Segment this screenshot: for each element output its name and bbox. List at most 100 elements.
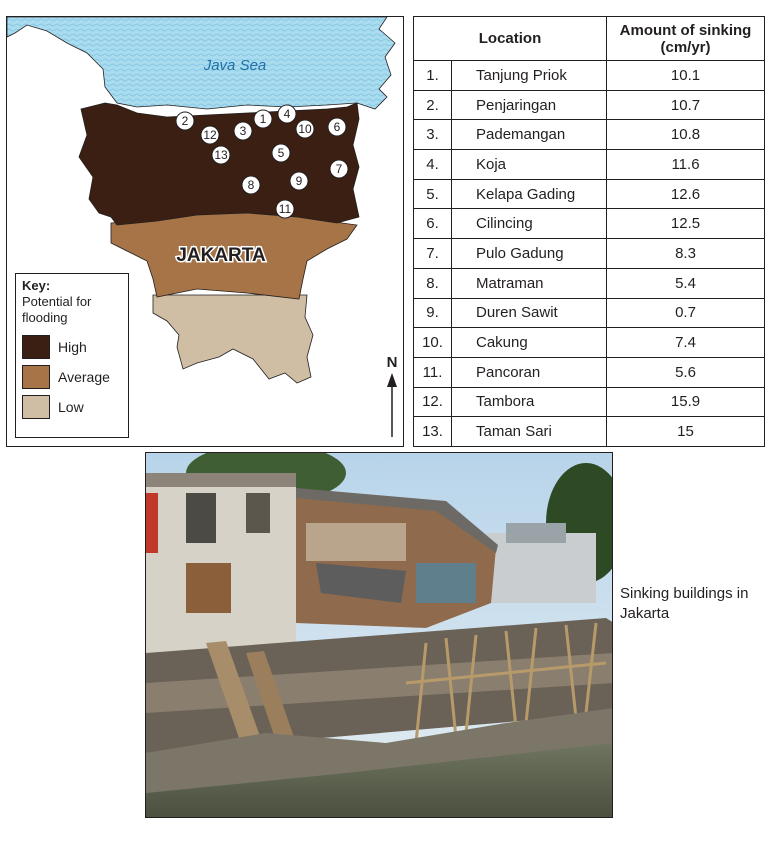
table-header-row: Location Amount of sinking (cm/yr)	[413, 16, 765, 61]
row-location: Pulo Gadung	[451, 238, 607, 269]
jakarta-label: JAKARTA	[176, 245, 266, 266]
marker-4: 4	[277, 104, 297, 124]
key-item-high: High	[22, 332, 122, 362]
north-arrow: N	[387, 354, 398, 437]
map-panel: Java Sea JAKARTA 1 2 3 4 5 6 7 8 9 10 11…	[6, 16, 404, 447]
marker-12-label: 12	[203, 128, 217, 142]
marker-11-label: 11	[279, 202, 292, 216]
marker-10: 10	[295, 119, 315, 139]
table-row: 13. Taman Sari 15	[413, 416, 765, 447]
marker-11: 11	[275, 199, 295, 219]
row-location: Tambora	[451, 386, 607, 418]
marker-13-label: 13	[214, 148, 228, 162]
row-location: Duren Sawit	[451, 297, 607, 329]
marker-2: 2	[175, 111, 195, 131]
marker-9-label: 9	[296, 174, 303, 188]
table-row: 4. Koja 11.6	[413, 149, 765, 180]
low-flood-zone	[152, 294, 314, 384]
marker-5-label: 5	[278, 146, 285, 160]
row-sinking-value: 8.3	[606, 238, 765, 269]
row-sinking-value: 12.5	[606, 208, 765, 240]
row-location: Cilincing	[451, 208, 607, 240]
table-row: 10. Cakung 7.4	[413, 327, 765, 358]
photo-illustration	[146, 453, 612, 817]
row-number: 7.	[413, 238, 452, 269]
row-location: Kelapa Gading	[451, 178, 607, 210]
row-location: Taman Sari	[451, 416, 607, 447]
marker-12: 12	[200, 125, 220, 145]
row-number: 13.	[413, 416, 452, 447]
location-header: Location	[413, 16, 607, 61]
row-sinking-value: 10.8	[606, 119, 765, 151]
row-sinking-value: 7.4	[606, 327, 765, 358]
marker-6: 6	[327, 117, 347, 137]
row-location: Pancoran	[451, 356, 607, 388]
key-label-average: Average	[58, 369, 110, 385]
key-subtitle: Potential for flooding	[22, 294, 92, 325]
sinking-table: Location Amount of sinking (cm/yr) 1. Tan…	[413, 16, 765, 447]
row-location: Koja	[451, 149, 607, 180]
table-row: 6. Cilincing 12.5	[413, 208, 765, 240]
row-number: 6.	[413, 208, 452, 240]
row-location: Tanjung Priok	[451, 60, 607, 91]
table-row: 3. Pademangan 10.8	[413, 119, 765, 151]
row-number: 11.	[413, 356, 452, 388]
marker-5: 5	[271, 143, 291, 163]
marker-2-label: 2	[182, 114, 189, 128]
table-row: 7. Pulo Gadung 8.3	[413, 238, 765, 269]
row-number: 2.	[413, 89, 452, 121]
marker-4-label: 4	[284, 107, 291, 121]
table-row: 12. Tambora 15.9	[413, 386, 765, 418]
row-number: 4.	[413, 149, 452, 180]
marker-7: 7	[329, 159, 349, 179]
row-number: 5.	[413, 178, 452, 210]
marker-8-label: 8	[248, 178, 255, 192]
row-number: 8.	[413, 267, 452, 299]
row-sinking-value: 5.6	[606, 356, 765, 388]
row-sinking-value: 11.6	[606, 149, 765, 180]
marker-9: 9	[289, 171, 309, 191]
marker-8: 8	[241, 175, 261, 195]
key-item-low: Low	[22, 392, 122, 422]
key-label-high: High	[58, 339, 87, 355]
table-row: 9. Duren Sawit 0.7	[413, 297, 765, 329]
row-sinking-value: 12.6	[606, 178, 765, 210]
row-number: 10.	[413, 327, 452, 358]
key-item-average: Average	[22, 362, 122, 392]
java-sea-label: Java Sea	[203, 57, 267, 74]
marker-10-label: 10	[298, 122, 312, 136]
row-location: Matraman	[451, 267, 607, 299]
row-sinking-value: 0.7	[606, 297, 765, 329]
table-row: 5. Kelapa Gading 12.6	[413, 178, 765, 210]
row-location: Cakung	[451, 327, 607, 358]
low-swatch	[22, 395, 50, 419]
table-row: 2. Penjaringan 10.7	[413, 89, 765, 121]
row-sinking-value: 15.9	[606, 386, 765, 418]
high-swatch	[22, 335, 50, 359]
marker-3-label: 3	[240, 124, 247, 138]
row-number: 1.	[413, 60, 452, 91]
table-body: 1. Tanjung Priok 10.1 2. Penjaringan 10.7 3. Pa…	[413, 60, 765, 447]
table-row: 8. Matraman 5.4	[413, 267, 765, 299]
north-label: N	[387, 354, 398, 371]
row-location: Pademangan	[451, 119, 607, 151]
marker-3: 3	[233, 121, 253, 141]
table-row: 11. Pancoran 5.6	[413, 356, 765, 388]
row-sinking-value: 10.7	[606, 89, 765, 121]
marker-1: 1	[253, 109, 273, 129]
row-location: Penjaringan	[451, 89, 607, 121]
average-swatch	[22, 365, 50, 389]
key-title: Key:	[22, 278, 51, 293]
sinking-header: Amount of sinking (cm/yr)	[606, 16, 765, 61]
row-sinking-value: 15	[606, 416, 765, 447]
row-number: 3.	[413, 119, 452, 151]
map-key: Key: Potential for flooding High Average…	[15, 273, 129, 438]
marker-7-label: 7	[336, 162, 343, 176]
marker-6-label: 6	[334, 120, 341, 134]
jakarta-map: Java Sea JAKARTA 1 2 3 4 5 6 7 8 9 10 11…	[7, 17, 398, 437]
marker-1-label: 1	[260, 112, 267, 126]
row-sinking-value: 5.4	[606, 267, 765, 299]
row-number: 9.	[413, 297, 452, 329]
photo-caption: Sinking buildings in Jakarta	[620, 585, 749, 622]
row-sinking-value: 10.1	[606, 60, 765, 91]
